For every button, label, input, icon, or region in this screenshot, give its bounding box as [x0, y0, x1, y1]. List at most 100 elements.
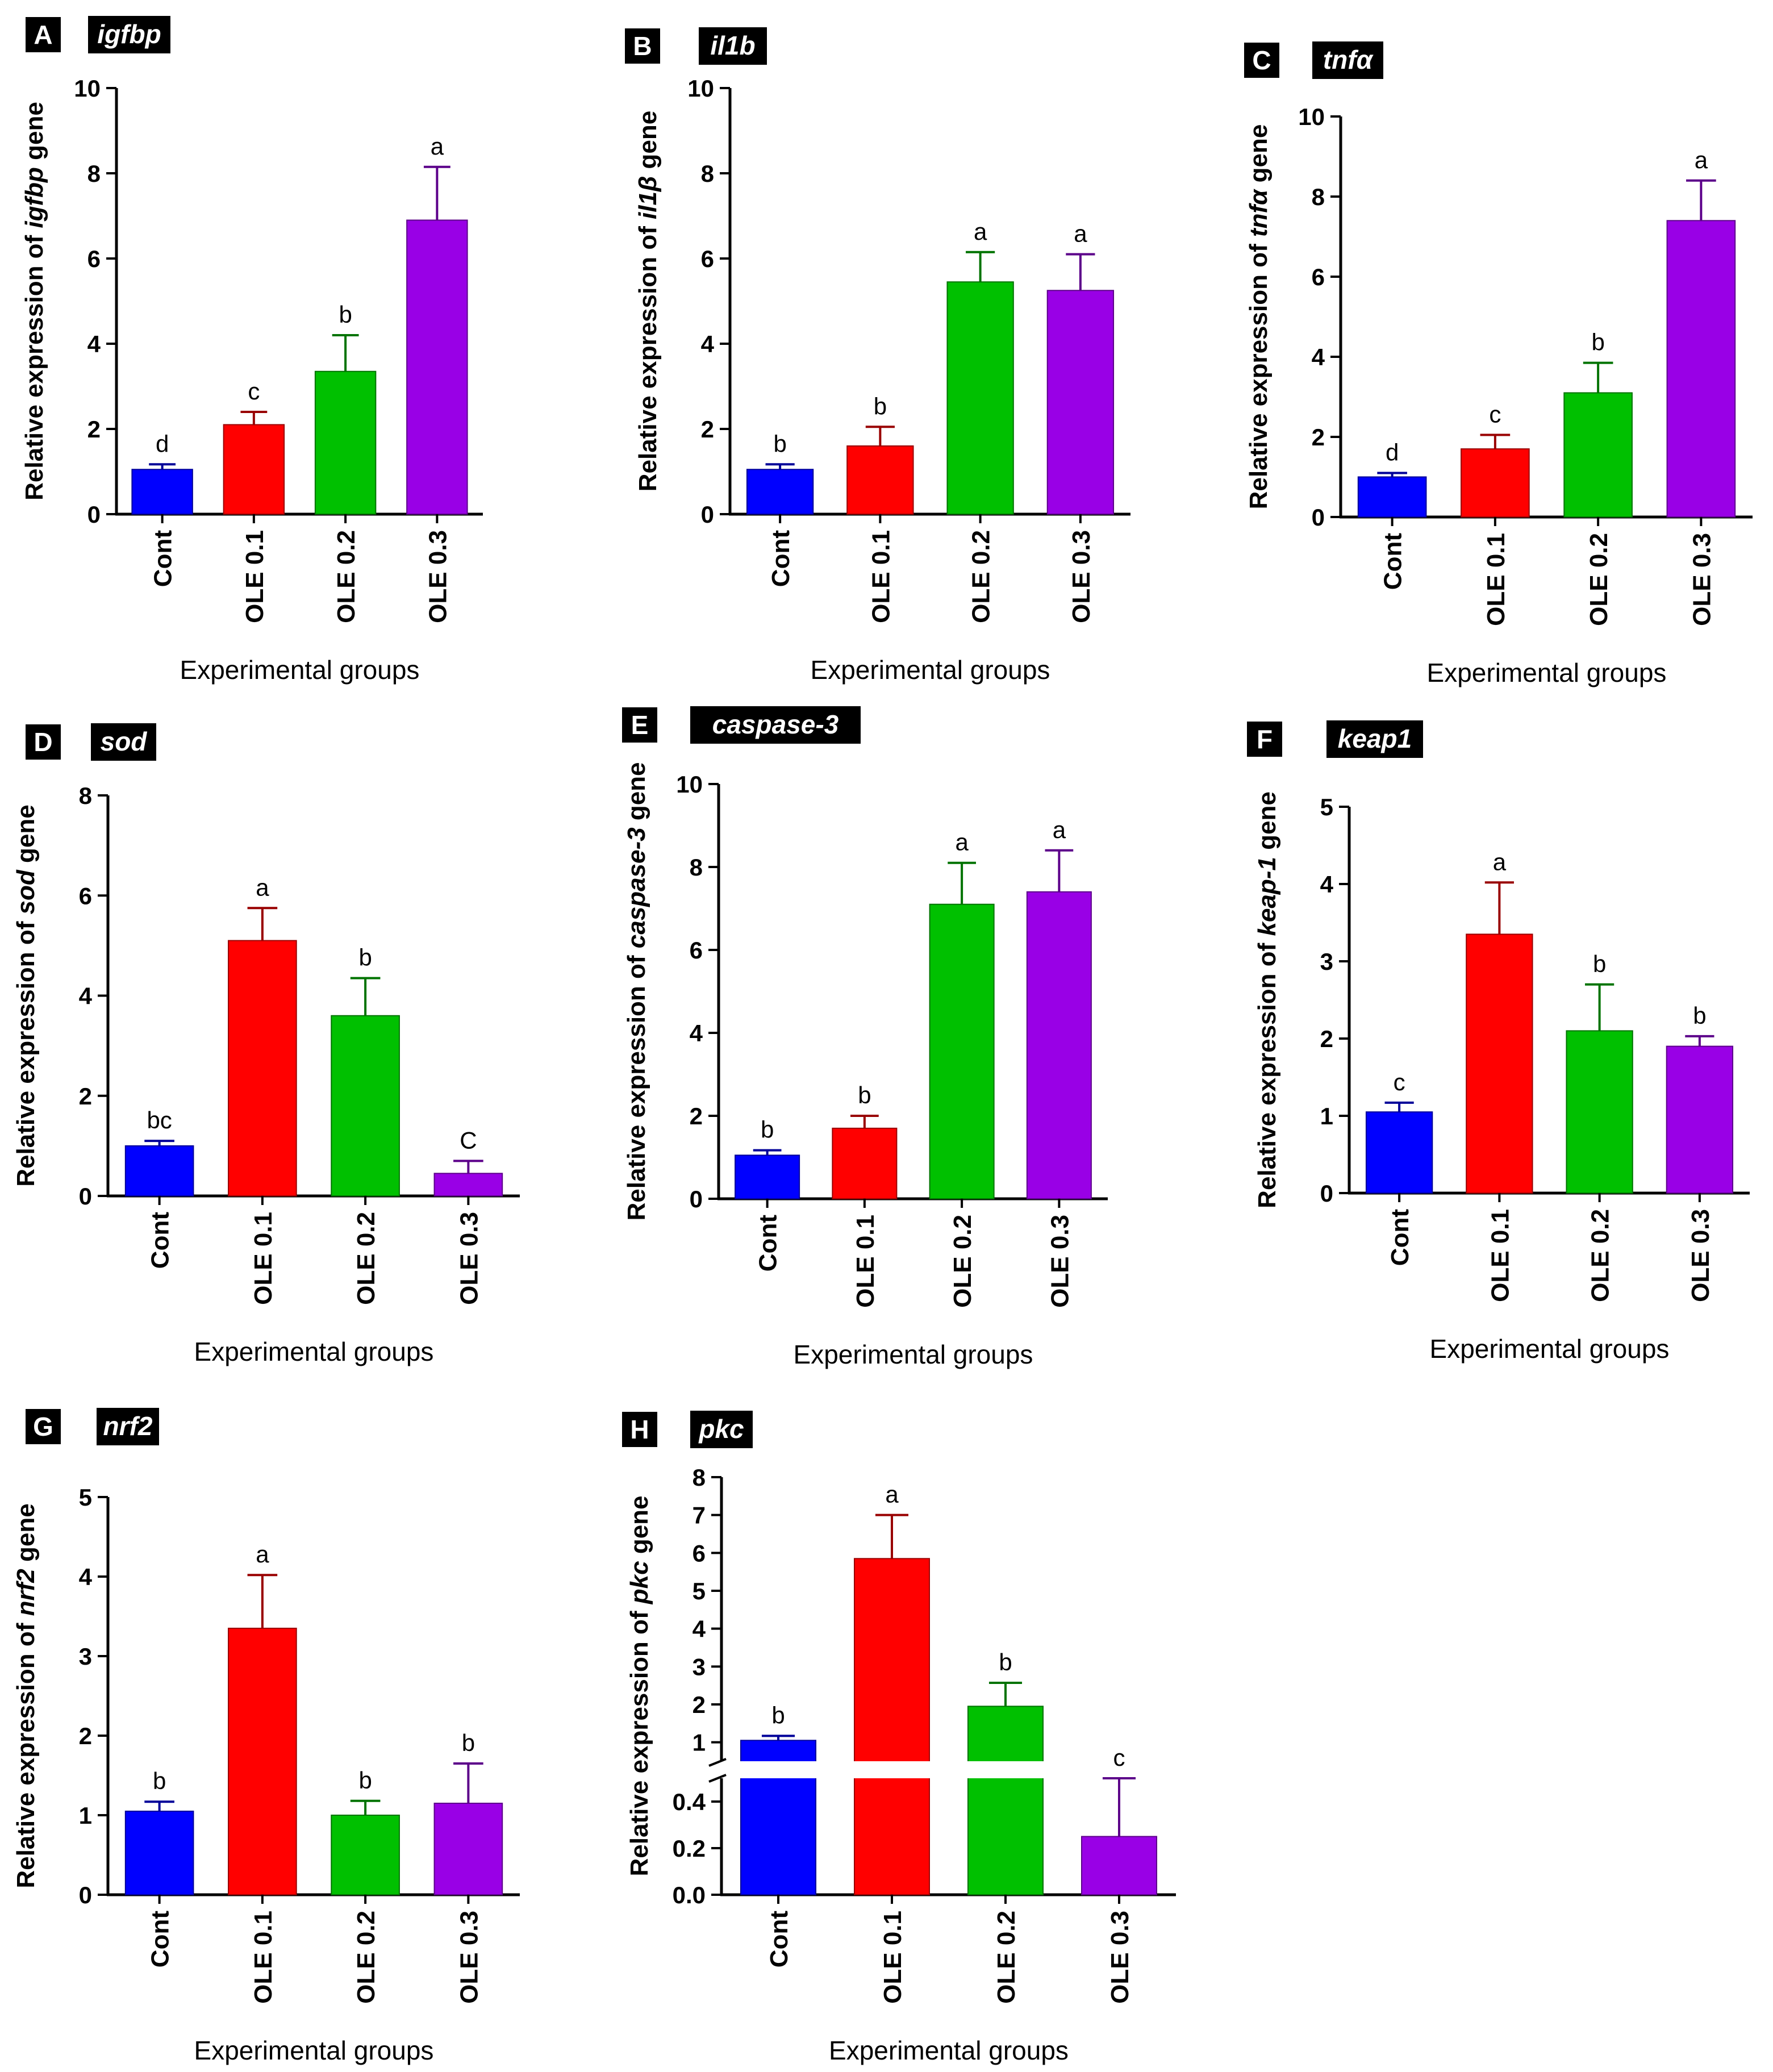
- panel-letter-box: [625, 28, 660, 64]
- y-tick-label: 2: [79, 1083, 92, 1110]
- x-axis-label: Experimental groups: [194, 2036, 434, 2065]
- bar-cont: bc: [124, 1107, 194, 1196]
- gene-title: nrf2: [103, 1411, 153, 1441]
- y-tick-label: 3: [692, 1653, 706, 1680]
- panel-letter: E: [631, 710, 649, 740]
- bar-rect: [331, 1015, 400, 1196]
- x-tick-label: Cont: [147, 1212, 174, 1269]
- y-tick-label: 5: [1320, 794, 1333, 820]
- gene-title: tnfα: [1323, 45, 1374, 74]
- bar-cont: d: [131, 430, 193, 515]
- bar-rect: [967, 1706, 1044, 1895]
- panel-letter-box: [26, 1409, 61, 1444]
- y-axis-label-gene: il1β: [634, 176, 662, 219]
- x-tick-label: OLE 0.3: [1688, 533, 1716, 626]
- bar-ole-0-2: b: [331, 1767, 400, 1895]
- significance-label: a: [974, 218, 987, 245]
- x-tick-label: OLE 0.1: [249, 1212, 277, 1305]
- bar-rect: [1365, 1111, 1433, 1194]
- x-tick-label: OLE 0.3: [1106, 1911, 1134, 2004]
- bar-rect: [735, 1154, 800, 1199]
- x-axis-label: Experimental groups: [811, 655, 1050, 685]
- bar-rect: [1466, 933, 1533, 1194]
- bar-rect: [854, 1558, 930, 1895]
- bar-ole-0-3: a: [1026, 816, 1092, 1200]
- y-tick-label: 10: [1298, 103, 1325, 130]
- gene-title: il1b: [710, 31, 755, 60]
- panel-letter: F: [1257, 724, 1273, 754]
- gene-title-box: [1326, 720, 1423, 758]
- y-tick-label: 4: [1320, 871, 1334, 898]
- bar-rect: [314, 370, 377, 515]
- gene-title-box: [88, 16, 170, 53]
- y-tick-label: 10: [687, 75, 714, 102]
- y-tick-label: 8: [1312, 184, 1325, 210]
- bar-ole-0-1: c: [1461, 401, 1530, 518]
- y-tick-label: 3: [79, 1643, 92, 1670]
- x-tick-label: OLE 0.3: [1687, 1209, 1714, 1302]
- x-axis-label: Experimental groups: [1427, 658, 1667, 687]
- x-tick-label: OLE 0.2: [1587, 1209, 1615, 1302]
- significance-label: d: [1386, 439, 1399, 465]
- y-tick-label: 0: [79, 1882, 92, 1908]
- gene-title-box: [690, 706, 861, 744]
- bar-ole-0-1: b: [832, 1082, 898, 1200]
- bar-ole-0-2: b: [1563, 329, 1633, 518]
- significance-label: c: [248, 378, 260, 405]
- y-axis-label-suffix: gene: [623, 762, 650, 827]
- bar-rect: [1666, 220, 1736, 518]
- panel-letter: A: [34, 20, 52, 49]
- significance-label: bc: [147, 1107, 172, 1133]
- y-tick-label: 6: [87, 245, 101, 272]
- bar-rect: [406, 219, 468, 515]
- y-tick-label: 0.4: [673, 1788, 706, 1815]
- significance-label: c: [1113, 1744, 1125, 1771]
- bar-ole-0-3: a: [406, 133, 468, 515]
- y-axis-label-gene: sod: [12, 869, 40, 914]
- x-tick-label: Cont: [754, 1215, 782, 1272]
- y-axis-label-prefix: Relative expression of: [1245, 237, 1273, 509]
- bar-cont: b: [124, 1767, 194, 1895]
- bar-rect: [1357, 476, 1427, 518]
- y-tick-label: 4: [87, 331, 101, 357]
- gene-title-box: [690, 1411, 753, 1448]
- x-tick-label: OLE 0.2: [992, 1911, 1020, 2004]
- y-tick-label: 2: [79, 1723, 92, 1749]
- y-tick-label: 4: [692, 1616, 706, 1642]
- bar-ole-0-1: a: [228, 1541, 297, 1895]
- panel-letter-box: [622, 1412, 657, 1447]
- panel-letter: H: [630, 1415, 649, 1444]
- y-tick-label: 0.0: [673, 1882, 706, 1908]
- y-tick-label: 0: [701, 501, 714, 528]
- bar-rect: [433, 1803, 503, 1895]
- bar-rect: [1563, 392, 1633, 518]
- y-axis-label: Relative expression of nrf2 gene: [12, 1503, 40, 1888]
- y-axis-label-suffix: gene: [1253, 791, 1281, 857]
- y-tick-label: 6: [692, 1540, 706, 1566]
- bar-break-gap: [853, 1761, 931, 1778]
- significance-label: b: [339, 301, 352, 328]
- y-tick-label: 0: [87, 501, 101, 528]
- y-tick-label: 0: [1312, 504, 1325, 531]
- y-axis-label: Relative expression of sod gene: [12, 804, 40, 1186]
- y-tick-label: 5: [79, 1484, 92, 1511]
- y-tick-label: 8: [701, 160, 714, 187]
- bar-ole-0-2: b: [1566, 950, 1633, 1194]
- gene-title: igfbp: [97, 19, 161, 49]
- significance-label: a: [955, 829, 969, 856]
- significance-label: b: [1591, 329, 1604, 356]
- bar-ole-0-1: a: [853, 1481, 931, 1895]
- bar-ole-0-1: c: [223, 378, 285, 515]
- bar-break-gap: [966, 1761, 1045, 1778]
- gene-title-box: [97, 1408, 159, 1445]
- significance-label: b: [874, 393, 887, 419]
- panel-letter-box: [1247, 722, 1282, 757]
- gene-title: pkc: [698, 1414, 744, 1444]
- bar-rect: [746, 469, 814, 515]
- bar-break-gap: [739, 1761, 817, 1778]
- gene-title: keap1: [1338, 724, 1412, 753]
